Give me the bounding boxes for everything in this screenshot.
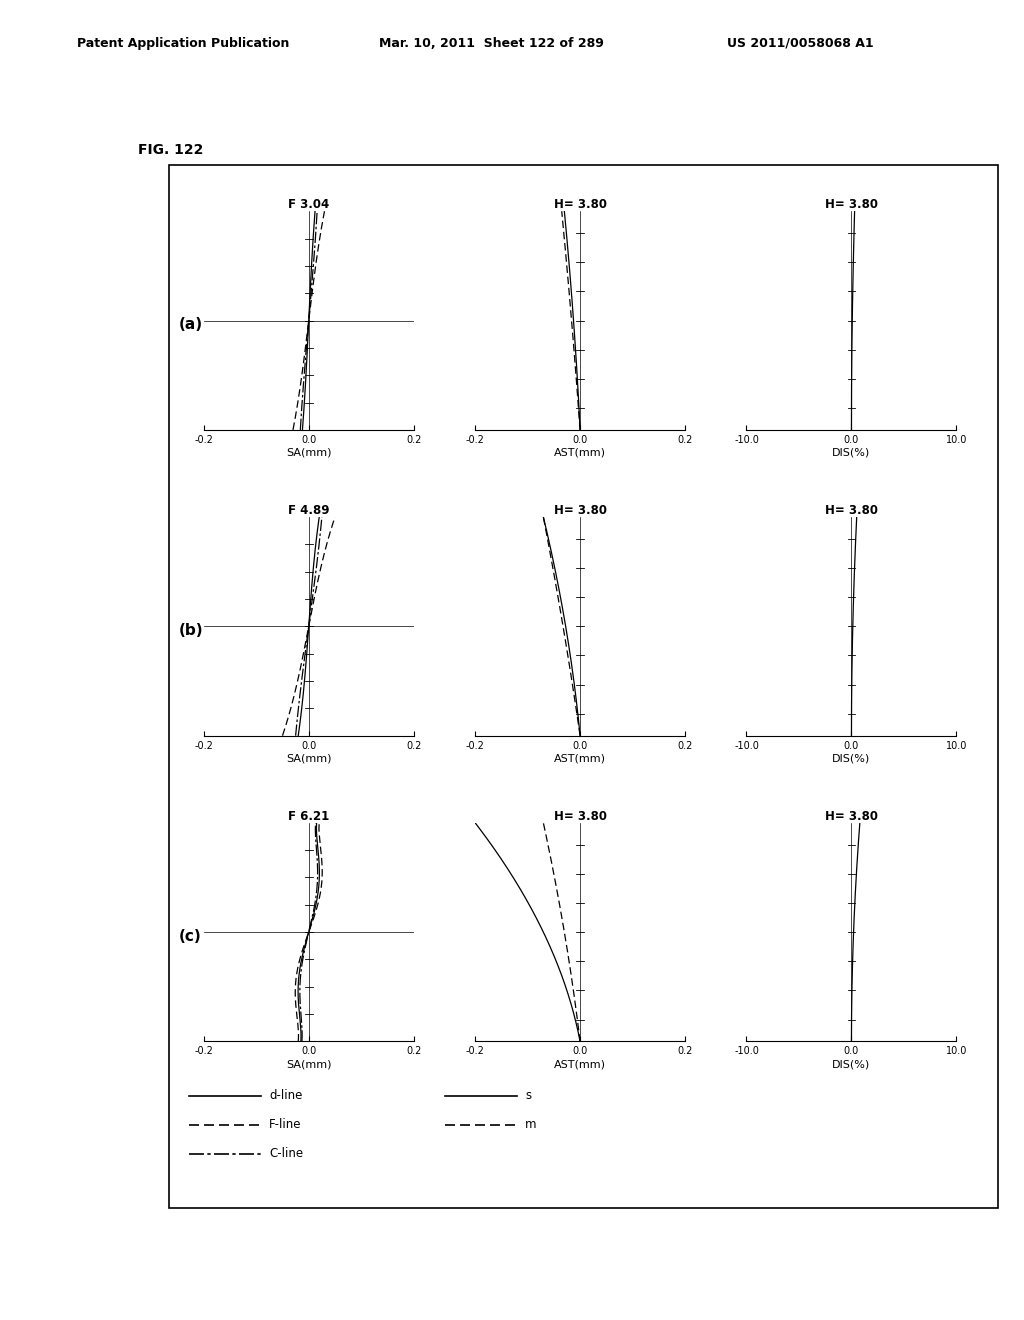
Text: (a): (a) — [179, 317, 204, 333]
X-axis label: DIS(%): DIS(%) — [833, 1059, 870, 1069]
Text: FIG. 122: FIG. 122 — [138, 143, 204, 157]
Title: F 3.04: F 3.04 — [288, 198, 330, 211]
X-axis label: AST(mm): AST(mm) — [554, 754, 606, 763]
Text: m: m — [525, 1118, 537, 1131]
Text: (b): (b) — [179, 623, 204, 638]
Title: F 4.89: F 4.89 — [288, 504, 330, 517]
X-axis label: SA(mm): SA(mm) — [286, 754, 332, 763]
X-axis label: DIS(%): DIS(%) — [833, 447, 870, 458]
Text: F-line: F-line — [269, 1118, 302, 1131]
Text: d-line: d-line — [269, 1089, 303, 1102]
Text: Patent Application Publication: Patent Application Publication — [77, 37, 289, 50]
Title: H= 3.80: H= 3.80 — [554, 198, 606, 211]
X-axis label: SA(mm): SA(mm) — [286, 1059, 332, 1069]
Text: (c): (c) — [179, 928, 202, 944]
Title: H= 3.80: H= 3.80 — [554, 809, 606, 822]
Text: US 2011/0058068 A1: US 2011/0058068 A1 — [727, 37, 873, 50]
X-axis label: AST(mm): AST(mm) — [554, 447, 606, 458]
Title: F 6.21: F 6.21 — [288, 809, 330, 822]
Title: H= 3.80: H= 3.80 — [825, 504, 878, 517]
Title: H= 3.80: H= 3.80 — [825, 809, 878, 822]
Text: s: s — [525, 1089, 531, 1102]
Title: H= 3.80: H= 3.80 — [554, 504, 606, 517]
X-axis label: SA(mm): SA(mm) — [286, 447, 332, 458]
Text: Mar. 10, 2011  Sheet 122 of 289: Mar. 10, 2011 Sheet 122 of 289 — [379, 37, 604, 50]
X-axis label: DIS(%): DIS(%) — [833, 754, 870, 763]
X-axis label: AST(mm): AST(mm) — [554, 1059, 606, 1069]
Title: H= 3.80: H= 3.80 — [825, 198, 878, 211]
Text: C-line: C-line — [269, 1147, 303, 1160]
